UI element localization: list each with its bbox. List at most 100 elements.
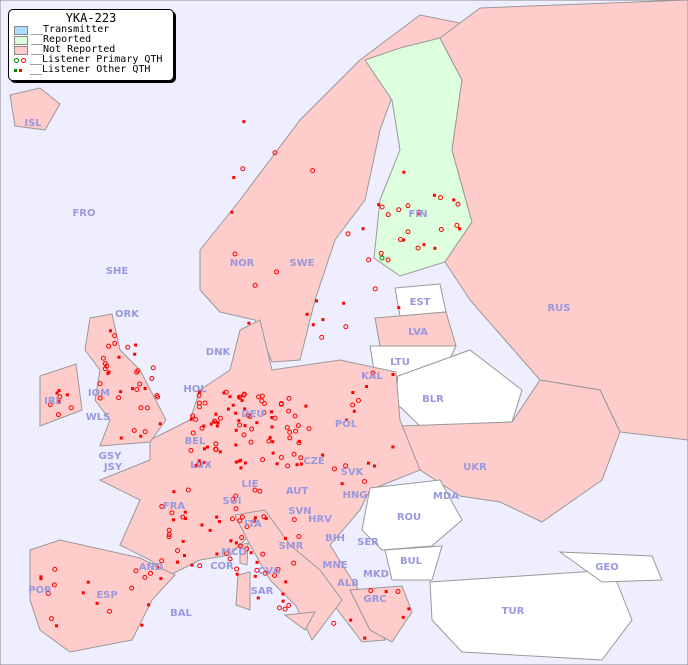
listener-other-marker: [299, 462, 303, 466]
listener-other-marker: [218, 520, 222, 524]
listener-primary-marker: [213, 446, 219, 452]
listener-other-marker: [275, 462, 279, 466]
listener-primary-marker: [142, 429, 148, 435]
listener-other-marker: [340, 482, 344, 486]
listener-primary-marker: [48, 616, 54, 622]
listener-other-marker: [361, 227, 365, 231]
listener-other-marker: [197, 390, 201, 394]
legend-item-not-reported: __Not Reported: [9, 45, 173, 55]
listener-primary-marker: [196, 392, 202, 398]
listener-other-marker: [39, 577, 43, 581]
listener-primary-marker: [331, 620, 337, 626]
listener-primary-marker: [405, 229, 411, 235]
listener-other-marker: [253, 574, 257, 578]
listener-primary-marker: [259, 398, 265, 404]
listener-primary-marker: [217, 415, 223, 421]
listener-primary-marker: [248, 439, 254, 445]
listener-other-marker: [222, 391, 226, 395]
country-iberia: [29, 539, 176, 653]
listener-other-marker: [234, 411, 238, 415]
listener-other-marker: [229, 539, 233, 543]
listener-other-marker: [249, 551, 253, 555]
country-label-bel: BEL: [185, 436, 206, 447]
listener-other-marker: [234, 443, 238, 447]
listener-primary-marker: [175, 548, 181, 554]
listener-other-marker: [237, 419, 241, 423]
listener-primary-marker: [159, 503, 165, 509]
country-italy: [234, 509, 343, 641]
listener-primary-marker: [239, 535, 245, 541]
listener-primary-marker: [241, 432, 247, 438]
country-label-cor: COR: [210, 561, 234, 572]
listener-other-marker: [284, 536, 288, 540]
listener-other-marker: [458, 227, 462, 231]
listener-other-marker: [65, 393, 69, 397]
listener-primary-marker: [378, 250, 384, 256]
listener-other-marker: [264, 516, 268, 520]
listener-primary-marker: [125, 344, 131, 350]
listener-other-marker: [109, 329, 113, 333]
listener-primary-marker: [55, 412, 61, 418]
listener-primary-marker: [272, 150, 278, 156]
listener-primary-marker: [261, 514, 267, 520]
listener-primary-marker: [68, 405, 74, 411]
country-georgia: [558, 551, 663, 583]
listener-other-marker: [155, 565, 159, 569]
country-label-bul: BUL: [400, 556, 423, 567]
listener-primary-marker: [138, 405, 144, 411]
listener-markers: [39, 120, 462, 640]
listener-primary-marker: [295, 423, 301, 429]
listener-primary-marker: [230, 496, 236, 502]
listener-primary-marker: [395, 589, 401, 595]
listener-primary-marker: [190, 430, 196, 436]
country-scandinavia: [199, 14, 472, 363]
listener-primary-marker: [212, 418, 218, 424]
listener-primary-marker: [355, 398, 361, 404]
listener-primary-marker: [261, 400, 267, 406]
listener-primary-marker: [275, 566, 281, 572]
country-label-svn: SVN: [288, 506, 311, 517]
listener-other-marker: [305, 312, 309, 316]
country-ukraine: [399, 379, 621, 523]
listener-other-marker: [242, 120, 246, 124]
country-label-est: EST: [410, 297, 431, 308]
country-label-ukr: UKR: [463, 462, 487, 473]
listener-other-marker: [407, 607, 411, 611]
country-label-iom: IOM: [88, 388, 110, 399]
listener-primary-marker: [185, 487, 191, 493]
listener-other-marker: [39, 575, 43, 579]
listener-primary-marker: [319, 334, 325, 340]
country-label-cze: CZE: [303, 456, 325, 467]
listener-primary-marker: [193, 417, 199, 423]
listener-primary-marker: [278, 454, 284, 460]
listener-primary-marker: [454, 222, 460, 228]
legend: YKA-223 __Transmitter __Reported __Not R…: [8, 9, 174, 81]
listener-primary-marker: [47, 402, 53, 408]
listener-other-marker: [200, 523, 204, 527]
country-label-bal: BAL: [170, 608, 192, 619]
listener-primary-marker: [197, 563, 203, 569]
country-label-pol: POL: [335, 419, 358, 430]
country-label-and: AND: [139, 562, 163, 573]
listener-primary-marker: [260, 457, 266, 463]
listener-primary-marker: [100, 355, 106, 361]
listener-other-marker: [384, 590, 388, 594]
legend-label: __Listener Other QTH: [30, 64, 151, 75]
listener-primary-marker: [52, 566, 58, 572]
listener-primary-marker: [213, 441, 219, 447]
legend-label: __Reported: [31, 34, 92, 45]
listener-primary-marker: [261, 409, 267, 415]
country-label-deu: DEU: [241, 409, 264, 420]
listener-primary-marker: [237, 518, 243, 524]
listener-primary-marker: [273, 269, 279, 275]
listener-primary-marker: [166, 534, 172, 540]
country-label-fro: FRO: [72, 208, 95, 219]
country-label-svk: SVK: [341, 467, 365, 478]
listener-primary-marker: [106, 343, 112, 349]
listener-other-marker: [270, 416, 274, 420]
country-label-mkd: MKD: [363, 569, 389, 580]
country-label-fra: FRA: [163, 501, 186, 512]
listener-primary-marker: [237, 422, 243, 428]
listener-other-marker: [342, 301, 346, 305]
